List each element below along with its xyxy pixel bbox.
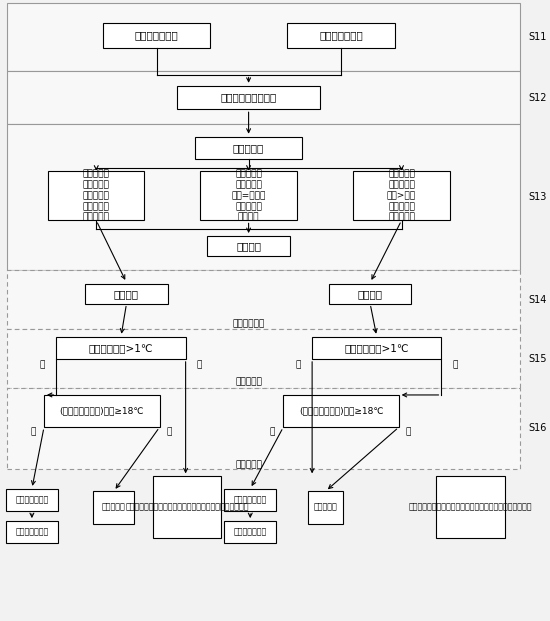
Bar: [287, 23, 395, 48]
Text: 第一加热器开启: 第一加热器开启: [15, 496, 48, 504]
Text: 否: 否: [453, 361, 458, 369]
Text: 否: 否: [270, 428, 275, 437]
Text: (第一温度传感器)温度≥18℃: (第一温度传感器)温度≥18℃: [59, 407, 144, 415]
Bar: [7, 329, 520, 388]
Text: S14: S14: [528, 294, 546, 305]
Bar: [6, 521, 58, 543]
Bar: [201, 171, 297, 220]
Text: 第四加热板加热: 第四加热板加热: [234, 528, 267, 537]
Bar: [195, 137, 302, 159]
Bar: [283, 395, 399, 427]
Text: 第四加热器开启: 第四加热器开启: [234, 496, 267, 504]
Bar: [436, 476, 505, 538]
Text: 第四温度传感器: 第四温度传感器: [319, 30, 363, 40]
Text: 判断温差是否>1℃: 判断温差是否>1℃: [344, 343, 409, 353]
Text: 第一加热板加热: 第一加热板加热: [15, 528, 48, 537]
Text: 维持原状，并进入单独的每个温度传感器的温度检测与判断: 维持原状，并进入单独的每个温度传感器的温度检测与判断: [125, 503, 249, 512]
Bar: [7, 71, 520, 124]
Bar: [7, 3, 520, 71]
Text: 维持原状: 维持原状: [236, 241, 261, 251]
Text: S12: S12: [528, 93, 547, 103]
Text: S15: S15: [528, 353, 547, 364]
Text: 第四警报器: 第四警报器: [102, 503, 126, 512]
Text: S11: S11: [528, 32, 546, 42]
Text: S13: S13: [528, 192, 546, 202]
Text: 计算温差: 计算温差: [114, 289, 139, 299]
Text: 判断温差是否>1℃: 判断温差是否>1℃: [89, 343, 153, 353]
Bar: [48, 171, 144, 220]
Text: 第一温度传
感器获取的
温度=第四温
度传感器获
取的温度: 第一温度传 感器获取的 温度=第四温 度传感器获 取的温度: [232, 170, 266, 222]
Bar: [44, 395, 160, 427]
Text: 维持原状，并进入单独的每个温度传感器的温度检测与判断: 维持原状，并进入单独的每个温度传感器的温度检测与判断: [409, 503, 532, 512]
Text: 是: 是: [296, 361, 301, 369]
Bar: [7, 124, 520, 270]
Text: 第一温度传
感器获取的
温度＜第四
温度传感器
获取的温度: 第一温度传 感器获取的 温度＜第四 温度传感器 获取的温度: [83, 170, 109, 222]
Bar: [312, 337, 442, 359]
Bar: [329, 284, 411, 304]
Bar: [7, 270, 520, 329]
Bar: [207, 236, 290, 256]
Text: 第一警报器: 第一警报器: [314, 503, 338, 512]
Text: 第二比较器: 第二比较器: [235, 378, 262, 386]
Text: 是: 是: [406, 428, 411, 437]
Text: 第一温度传感器: 第一温度传感器: [135, 30, 179, 40]
Text: 第一比较器: 第一比较器: [233, 143, 264, 153]
Bar: [85, 284, 168, 304]
Text: 温度输入量处理电路: 温度输入量处理电路: [221, 93, 277, 102]
Text: 计算温差: 计算温差: [358, 289, 383, 299]
Bar: [308, 491, 343, 524]
Text: S16: S16: [528, 424, 546, 433]
Bar: [224, 489, 277, 511]
Bar: [153, 476, 221, 538]
Bar: [93, 491, 134, 524]
Text: (第四温度传感器)温度≥18℃: (第四温度传感器)温度≥18℃: [299, 407, 383, 415]
Bar: [177, 86, 320, 109]
Text: 温差测量电路: 温差测量电路: [233, 319, 265, 328]
Text: 第三比较器: 第三比较器: [235, 460, 262, 469]
Text: 第一温度传
感器获取的
温度>第四
温度传感器
获取的温度: 第一温度传 感器获取的 温度>第四 温度传感器 获取的温度: [387, 170, 416, 222]
Text: 是: 是: [167, 428, 172, 437]
Text: 否: 否: [197, 361, 202, 369]
Bar: [7, 388, 520, 469]
Text: 否: 否: [30, 428, 36, 437]
Bar: [353, 171, 449, 220]
Bar: [224, 521, 277, 543]
Text: 是: 是: [40, 361, 45, 369]
Bar: [103, 23, 210, 48]
Bar: [57, 337, 186, 359]
Bar: [6, 489, 58, 511]
